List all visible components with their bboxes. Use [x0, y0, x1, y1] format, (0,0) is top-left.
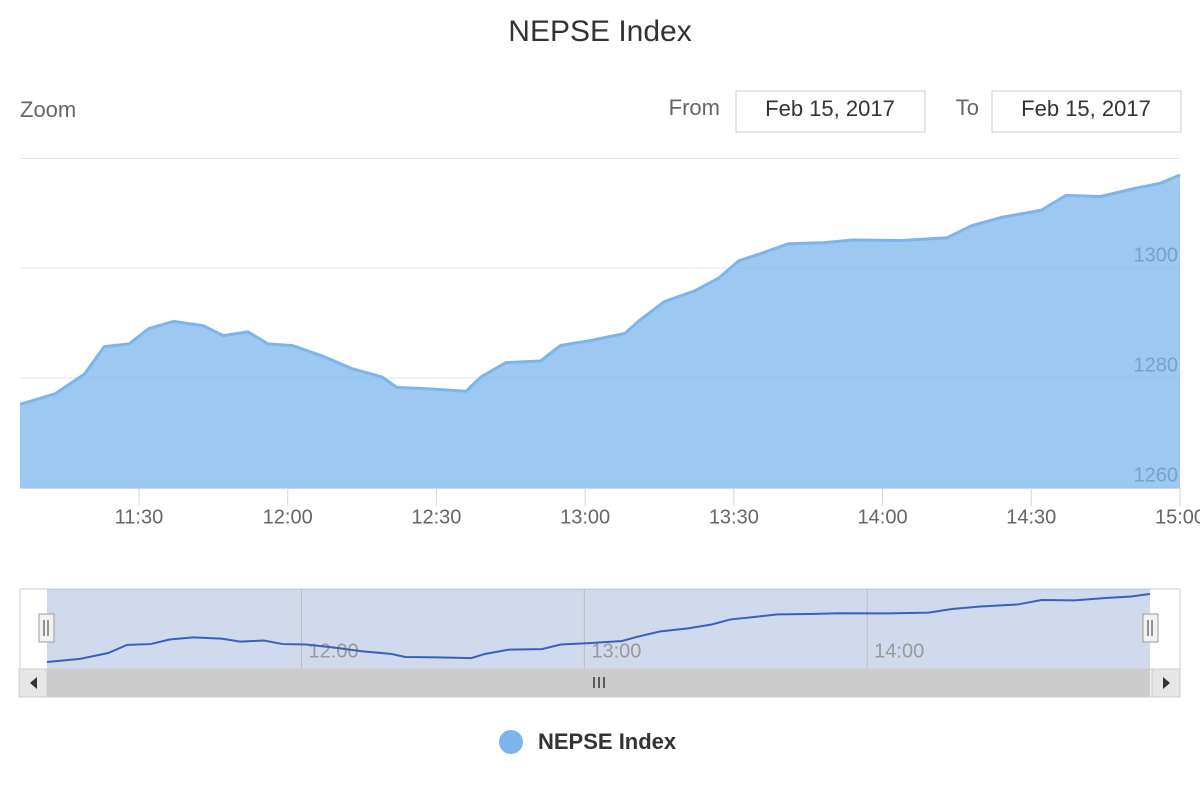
chart-title: NEPSE Index — [508, 15, 691, 48]
line — [19, 173, 1181, 406]
scroll-right-arrow — [1163, 677, 1170, 689]
from-label: From — [669, 95, 720, 120]
to-input[interactable] — [991, 90, 1182, 133]
navigator: 12:00 13:00 14:00 — [46, 589, 1151, 669]
x-tick-label: 15:00 — [1155, 506, 1200, 528]
legend-marker — [499, 730, 523, 754]
x-tick-label: 12:30 — [411, 506, 461, 528]
scroll-left-arrow — [30, 677, 37, 689]
navigator-mask[interactable] — [47, 589, 1150, 669]
navigator-series — [46, 593, 1151, 663]
scrollbar-grip — [593, 677, 605, 688]
from-input[interactable] — [735, 90, 926, 133]
navigator-handle-right[interactable] — [1142, 613, 1159, 643]
to-label: To — [956, 95, 979, 120]
area — [20, 175, 1180, 489]
navigator-tick-label: 14:00 — [874, 640, 924, 662]
x-tick-label: 13:30 — [709, 506, 759, 528]
navigator-tick-label: 13:00 — [591, 640, 641, 662]
navigator-handle-left[interactable] — [38, 613, 55, 643]
x-tick-label: 14:00 — [858, 506, 908, 528]
x-tick-label: 11:30 — [115, 506, 164, 528]
zoom-label: Zoom — [20, 97, 76, 122]
x-tick-label: 14:30 — [1006, 506, 1056, 528]
navigator-tick-label: 12:00 — [309, 640, 359, 662]
legend-label[interactable]: NEPSE Index — [538, 729, 677, 754]
from-date[interactable]: Feb 15, 2017 — [765, 96, 895, 121]
x-tick-label: 12:00 — [263, 506, 313, 528]
x-tick-label: 13:00 — [560, 506, 610, 528]
to-date[interactable]: Feb 15, 2017 — [1021, 96, 1151, 121]
